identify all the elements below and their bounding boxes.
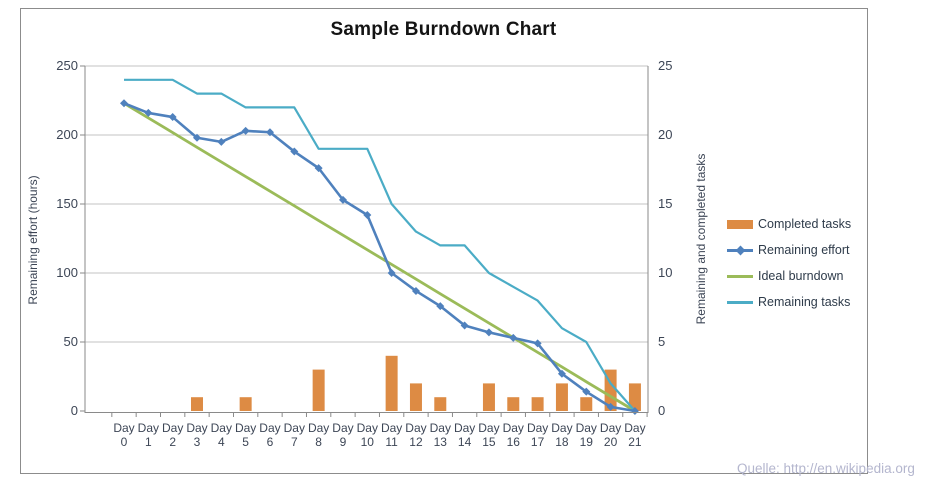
remaining-effort-marker	[144, 108, 153, 117]
right-axis-tick-label: 15	[658, 196, 673, 211]
remaining-effort-marker	[363, 211, 372, 220]
left-axis-tick-label: 100	[56, 265, 78, 280]
remaining-effort-marker	[533, 339, 542, 348]
x-axis-tick-label: Day 18	[551, 421, 573, 449]
remaining-effort-marker	[314, 164, 323, 173]
remaining-effort-marker	[338, 195, 347, 204]
completed-tasks-bar	[580, 397, 593, 411]
legend-label: Remaining tasks	[758, 295, 851, 309]
left-axis-tick-label: 250	[56, 58, 78, 73]
left-axis-tick-label: 200	[56, 127, 78, 142]
x-axis-tick-label: Day 8	[307, 421, 330, 449]
remaining-effort-marker	[217, 137, 226, 146]
completed-tasks-bar	[190, 397, 203, 411]
legend-line-swatch	[727, 244, 753, 256]
legend-item-remaining-effort: Remaining effort	[727, 237, 851, 263]
completed-tasks-bar	[434, 397, 447, 411]
remaining-effort-marker	[557, 369, 566, 378]
legend-label: Remaining effort	[758, 243, 850, 257]
x-axis-tick-label: Day 9	[332, 421, 354, 449]
left-axis-tick-label: 150	[56, 196, 78, 211]
legend-line-swatch	[727, 270, 753, 282]
x-axis-tick-label: Day 20	[599, 421, 622, 449]
source-text: Quelle: http://en.wikipedia.org	[737, 461, 915, 476]
x-axis-tick-label: Day 7	[283, 421, 305, 449]
completed-tasks-bar	[312, 369, 325, 411]
completed-tasks-bar	[628, 383, 641, 411]
remaining-effort-marker	[606, 402, 615, 411]
x-axis-tick-label: Day 0	[113, 421, 135, 449]
legend-label: Ideal burndown	[758, 269, 844, 283]
x-axis-tick-label: Day 14	[453, 421, 476, 449]
legend-item-completed-tasks: Completed tasks	[727, 211, 851, 237]
x-axis-tick-label: Day 19	[575, 421, 597, 449]
remaining-effort-marker	[192, 133, 201, 142]
x-axis-tick-label: Day 15	[478, 421, 500, 449]
remaining-effort-marker	[241, 126, 250, 135]
remaining-effort-marker	[436, 302, 445, 311]
chart-frame	[20, 8, 868, 474]
legend: Completed tasks Remaining effort Ideal bur…	[727, 211, 851, 315]
x-axis-tick-label: Day 16	[502, 421, 524, 449]
legend-line-swatch	[727, 296, 753, 308]
right-axis-tick-label: 20	[658, 127, 673, 142]
x-axis-tick-label: Day 5	[234, 421, 257, 449]
remaining-effort-marker	[290, 147, 299, 156]
right-axis-tick-label: 0	[658, 403, 666, 418]
x-axis-tick-label: Day 12	[405, 421, 427, 449]
left-axis-tick-label: 0	[70, 403, 78, 418]
legend-item-ideal-burndown: Ideal burndown	[727, 263, 851, 289]
x-axis-tick-label: Day 13	[429, 421, 451, 449]
x-axis-tick-label: Day 4	[210, 421, 232, 449]
remaining-effort-marker	[460, 321, 469, 330]
remaining-effort-marker	[120, 99, 128, 108]
remaining-effort-marker	[509, 333, 518, 342]
completed-tasks-bar	[239, 397, 252, 411]
x-axis-tick-label: Day 10	[356, 421, 378, 449]
remaining-tasks-line	[124, 78, 636, 412]
legend-item-remaining-tasks: Remaining tasks	[727, 289, 851, 315]
completed-tasks-bar	[385, 355, 398, 411]
x-axis-tick-label: Day 6	[259, 421, 281, 449]
remaining-effort-marker	[484, 328, 493, 337]
x-axis-tick-label: Day 11	[380, 421, 403, 449]
legend-label: Completed tasks	[758, 217, 852, 231]
chart-title: Sample Burndown Chart	[330, 19, 557, 40]
left-axis-tick-label: 50	[63, 334, 78, 349]
remaining-effort-marker	[411, 286, 420, 295]
remaining-effort-marker	[168, 113, 177, 122]
remaining-effort-marker	[265, 128, 274, 137]
x-axis-tick-label: Day 3	[186, 421, 208, 449]
right-axis-tick-label: 10	[658, 265, 673, 280]
right-axis-tick-label: 25	[658, 58, 673, 73]
completed-tasks-bar	[409, 383, 422, 411]
x-axis-tick-label: Day 17	[526, 421, 549, 449]
completed-tasks-bar	[482, 383, 495, 411]
legend-bar-swatch	[727, 218, 753, 230]
remaining-effort-line	[123, 102, 636, 413]
remaining-effort-marker	[387, 269, 396, 277]
completed-tasks-bar	[555, 383, 568, 411]
x-axis-tick-label: Day 2	[161, 421, 184, 449]
x-axis-tick-label: Day 1	[137, 421, 159, 449]
ideal-burndown-line	[123, 102, 636, 413]
completed-tasks-bar	[531, 397, 544, 411]
x-axis-tick-label: Day 21	[624, 421, 646, 449]
right-axis-tick-label: 5	[658, 334, 666, 349]
completed-tasks-bar	[507, 397, 520, 411]
remaining-effort-marker	[582, 387, 591, 396]
